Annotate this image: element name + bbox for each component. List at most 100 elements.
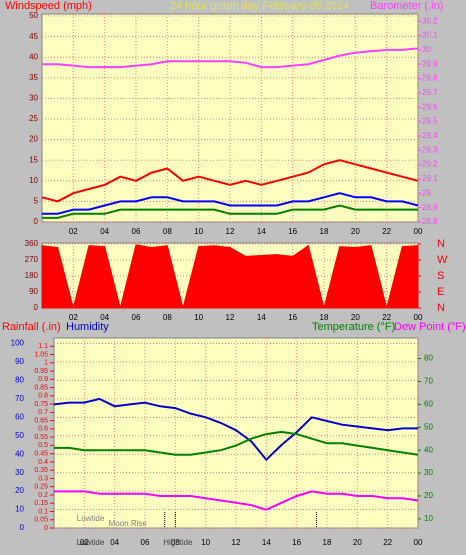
x-tick-label: 08 [163, 227, 172, 236]
series-line [42, 204, 418, 219]
x-tick-label: 14 [262, 538, 271, 547]
y3-tick-label: 0.55 [34, 434, 48, 441]
y2-tick-label: 29.7 [422, 88, 438, 97]
x-tick-label: 14 [257, 313, 266, 322]
legend-entry: Humidity [66, 321, 109, 333]
y-tick-label: 50 [15, 431, 24, 440]
y2-tick-label: 28.9 [422, 203, 438, 212]
y3-tick-label: 0.85 [34, 384, 48, 391]
y3-tick-label: 1.1 [38, 343, 48, 350]
y2-axis-label: Barometer (.in) [370, 0, 443, 12]
series-line [42, 47, 419, 69]
y2-tick-label: 29.4 [422, 131, 438, 140]
plot-area [53, 337, 419, 529]
y3-tick-label: 0.2 [38, 492, 48, 499]
y-tick-label: 100 [11, 339, 25, 348]
y-tick-label: 60 [15, 412, 24, 421]
y2-tick-label: 29.1 [422, 174, 438, 183]
y-tick-label: 10 [29, 176, 38, 185]
y2-tick-label: 30 [422, 45, 431, 54]
y2-tick-label: 30.2 [422, 16, 438, 25]
x-tick-label: 02 [80, 538, 89, 547]
x-tick-label: 00 [414, 227, 423, 236]
y2-tick-label: 30.1 [422, 31, 438, 40]
chart-title: 24 hour graph day February 05 2024 [170, 0, 349, 12]
y2-tick-label: 60 [424, 399, 433, 408]
x-tick-label: 18 [320, 227, 329, 236]
y-tick-label: 45 [29, 32, 38, 41]
y2-tick-label: 29.8 [422, 74, 438, 83]
y3-tick-label: 0.6 [38, 426, 48, 433]
x-tick-label: 20 [353, 538, 362, 547]
x-tick-label: 22 [383, 538, 392, 547]
y3-tick-label: 1 [44, 360, 48, 367]
x-tick-label: 04 [100, 313, 109, 322]
x-tick-label: 02 [69, 227, 78, 236]
x-tick-label: 16 [292, 538, 301, 547]
y3-tick-label: 0.65 [34, 417, 48, 424]
y2-tick-label: 29 [422, 188, 431, 197]
y2-tick-label: 29.2 [422, 160, 438, 169]
x-tick-label: 12 [226, 313, 235, 322]
x-tick-label: 18 [323, 538, 332, 547]
plot-area [41, 13, 419, 223]
y2-tick-label: 29.3 [422, 145, 438, 154]
y3-axis-label: Rainfall (.in) [2, 321, 61, 333]
y3-tick-label: 0.05 [34, 517, 48, 524]
series-line [54, 430, 419, 456]
event-label: Hightide [163, 538, 193, 547]
y2-tick-label: 10 [424, 514, 433, 523]
y2-tick-label: N [437, 302, 445, 314]
y-tick-label: 30 [29, 94, 38, 103]
series-area [41, 244, 419, 309]
y3-tick-label: 0.1 [38, 508, 48, 515]
y2-tick-label: 30 [424, 468, 433, 477]
y-tick-label: 0 [20, 523, 25, 532]
y2-tick-label: N [437, 238, 445, 250]
x-tick-label: 16 [288, 313, 297, 322]
y2-tick-label: 29.5 [422, 117, 438, 126]
y2-tick-label: 50 [424, 422, 433, 431]
y-tick-label: 25 [29, 114, 38, 123]
y2-tick-label: 28.8 [422, 217, 438, 226]
x-tick-label: 02 [69, 313, 78, 322]
annotation: Moon Rise [109, 519, 148, 528]
y-tick-label: 360 [25, 239, 39, 248]
y3-tick-label: 0.75 [34, 401, 48, 408]
y3-tick-label: 0.3 [38, 475, 48, 482]
y3-tick-label: 0.8 [38, 393, 48, 400]
series-line [53, 397, 418, 462]
y-tick-label: 90 [29, 287, 38, 296]
x-tick-label: 10 [194, 313, 203, 322]
y2-tick-label: 70 [424, 377, 433, 386]
y-tick-label: 270 [25, 255, 39, 264]
y3-tick-label: 0.25 [34, 484, 48, 491]
y-tick-label: 40 [29, 52, 38, 61]
y-tick-label: 35 [29, 73, 38, 82]
y3-tick-label: 0.7 [38, 409, 48, 416]
y-tick-label: 70 [15, 394, 24, 403]
x-tick-label: 06 [132, 227, 141, 236]
y-tick-label: 0 [34, 303, 39, 312]
y-tick-label: 20 [29, 135, 38, 144]
x-tick-label: 12 [232, 538, 241, 547]
y-axis-label: Windspeed (mph) [5, 0, 92, 12]
series-line [54, 490, 419, 511]
y2-tick-label: 20 [424, 491, 433, 500]
series-line [41, 159, 419, 203]
y-tick-label: 90 [15, 357, 24, 366]
y3-tick-label: 0.5 [38, 442, 48, 449]
series-line [42, 192, 419, 215]
y3-tick-label: 0.15 [34, 500, 48, 507]
x-tick-label: 04 [100, 227, 109, 236]
x-tick-label: 00 [414, 313, 423, 322]
x-tick-label: 08 [163, 313, 172, 322]
x-tick-label: 10 [201, 538, 210, 547]
y2-tick-label: W [437, 254, 448, 266]
annotation: Lowtide [77, 514, 105, 523]
y2-tick-label: E [437, 286, 444, 298]
y3-tick-label: 0.95 [34, 368, 48, 375]
x-tick-label: 10 [194, 227, 203, 236]
x-tick-label: 06 [132, 313, 141, 322]
